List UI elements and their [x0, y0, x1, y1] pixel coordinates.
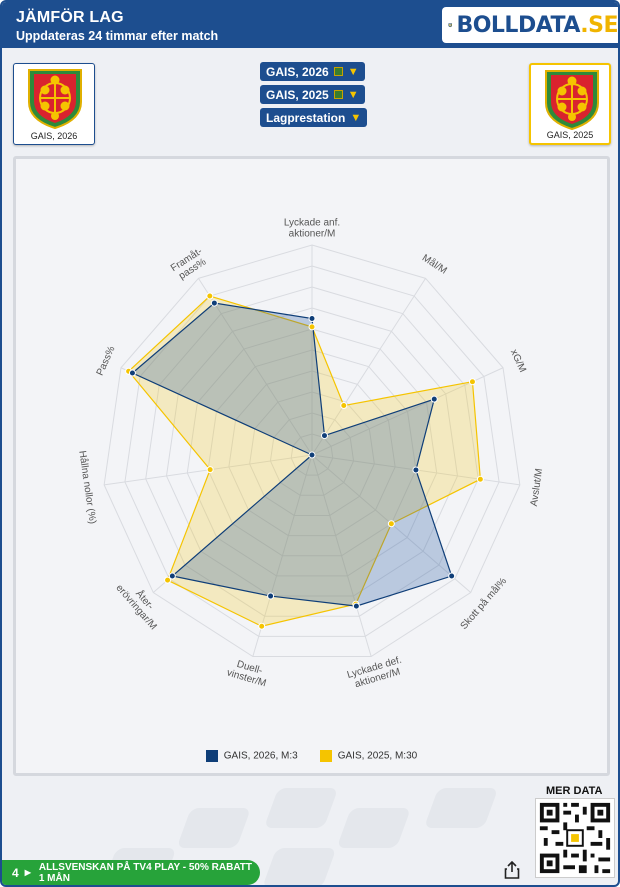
promo-banner[interactable]: 4 ▶ ALLSVENSKAN PÅ TV4 PLAY - 50% RABATT…	[2, 860, 260, 885]
data-point[interactable]	[206, 292, 214, 300]
grid-ring	[165, 307, 459, 597]
page-subtitle: Uppdateras 24 timmar efter match	[16, 29, 219, 43]
grid-ring	[290, 433, 334, 476]
grid-ring	[269, 412, 355, 496]
grid-ring	[103, 244, 521, 657]
axis-spoke	[311, 278, 426, 456]
data-point[interactable]	[128, 369, 136, 377]
grid-ring	[186, 328, 438, 577]
grid-ring	[207, 349, 417, 557]
team-flag-icon	[333, 90, 343, 99]
axis-label: Hållna nollor (%)	[76, 450, 98, 525]
team-selector-1[interactable]: GAIS, 2026 ▼	[260, 62, 365, 81]
axis-label: Skott på mål%	[458, 575, 509, 632]
team-crest-icon	[545, 70, 599, 131]
chart-legend: GAIS, 2026, M:3 GAIS, 2025, M:30	[16, 750, 607, 762]
data-point[interactable]	[430, 395, 438, 403]
football-icon	[448, 23, 452, 28]
axis-label: Pass%	[95, 344, 118, 377]
selector-label: GAIS, 2025	[266, 87, 329, 102]
axis-label-line: aktioner/M	[289, 229, 336, 240]
brand-name: BOLLDATA.SE	[456, 12, 618, 38]
legend-item-2025[interactable]: GAIS, 2025, M:30	[319, 750, 418, 762]
team-flag-icon	[333, 67, 343, 76]
team-crest-icon	[28, 69, 82, 130]
chevron-down-icon: ▼	[347, 65, 359, 78]
selector-label: GAIS, 2026	[266, 64, 329, 79]
chart-panel: Lyckade anf. aktioner/M Mål/M xG/M Avslut/M S…	[13, 156, 610, 776]
header-bar: JÄMFÖR LAG Uppdateras 24 timmar efter ma…	[2, 2, 618, 48]
axis-label-line: Avslut/M	[529, 468, 545, 507]
data-point[interactable]	[168, 572, 176, 580]
grid-ring	[249, 391, 375, 516]
qr-code-icon[interactable]	[535, 798, 615, 878]
data-point[interactable]	[412, 466, 420, 474]
axis-label: Avslut/M	[529, 468, 545, 507]
axis-label: Framåt-pass%	[168, 245, 210, 283]
team-card-right[interactable]: GAIS, 2025	[529, 63, 611, 145]
chevron-down-icon: ▼	[347, 88, 359, 101]
more-data-label: MER DATA	[546, 785, 603, 797]
data-point[interactable]	[308, 323, 316, 331]
promo-text: ALLSVENSKAN PÅ TV4 PLAY - 50% RABATT 1 M…	[38, 861, 253, 884]
promo-number: 4	[12, 865, 19, 880]
data-point[interactable]	[468, 378, 476, 386]
data-point[interactable]	[258, 622, 266, 630]
axis-label: Lyckade anf. aktioner/M	[284, 218, 340, 240]
data-point[interactable]	[164, 576, 172, 584]
axis-label: Mål/M	[420, 252, 449, 277]
grid-ring	[124, 265, 500, 637]
axis-spoke	[198, 278, 313, 456]
data-point[interactable]	[308, 315, 316, 322]
team-card-left[interactable]: GAIS, 2026	[13, 63, 95, 145]
brand-logo[interactable]: BOLLDATA.SE	[442, 7, 618, 43]
team-selector-2[interactable]: GAIS, 2025 ▼	[260, 85, 365, 104]
axis-label-line: Mål/M	[420, 252, 449, 277]
data-point[interactable]	[308, 451, 316, 459]
chevron-down-icon: ▼	[350, 111, 362, 124]
axis-label: Åter-erövringar/M	[114, 574, 169, 632]
series-area-0	[131, 302, 453, 607]
axis-label: Duell-vinster/M	[225, 657, 270, 690]
data-point[interactable]	[387, 520, 395, 528]
legend-item-2026[interactable]: GAIS, 2026, M:3	[205, 750, 298, 762]
axis-spoke	[252, 454, 313, 657]
data-point[interactable]	[210, 299, 218, 307]
team-caption-right: GAIS, 2025	[546, 130, 594, 140]
selector-label: Lagprestation	[266, 110, 346, 125]
grid-ring	[228, 370, 396, 537]
axis-label-line: Hållna nollor (%)	[76, 450, 98, 525]
data-point[interactable]	[340, 402, 348, 410]
axis-label: Lyckade def.aktioner/M	[346, 655, 406, 692]
axis-label: xG/M	[508, 348, 528, 374]
radar-chart: Lyckade anf. aktioner/M Mål/M xG/M Avslut/M S…	[76, 218, 545, 692]
data-point[interactable]	[448, 572, 456, 580]
page-title: JÄMFÖR LAG	[16, 9, 124, 26]
axis-label-line: xG/M	[508, 348, 528, 374]
legend-label: GAIS, 2025, M:30	[337, 750, 418, 762]
share-icon[interactable]	[504, 861, 520, 879]
axis-label-line: Pass%	[95, 344, 118, 377]
axis-label-line: Lyckade anf.	[284, 218, 340, 229]
metric-selector[interactable]: Lagprestation ▼	[260, 108, 368, 127]
axis-label-line: Skott på mål%	[458, 575, 509, 632]
data-point[interactable]	[476, 475, 484, 483]
data-point[interactable]	[352, 602, 360, 610]
data-point[interactable]	[320, 432, 328, 440]
grid-ring	[145, 286, 479, 617]
play-icon: ▶	[24, 868, 31, 877]
axis-spoke	[311, 454, 372, 657]
data-point[interactable]	[267, 592, 275, 600]
data-point[interactable]	[206, 466, 214, 474]
legend-label: GAIS, 2026, M:3	[223, 750, 298, 762]
team-caption-left: GAIS, 2026	[30, 131, 78, 141]
